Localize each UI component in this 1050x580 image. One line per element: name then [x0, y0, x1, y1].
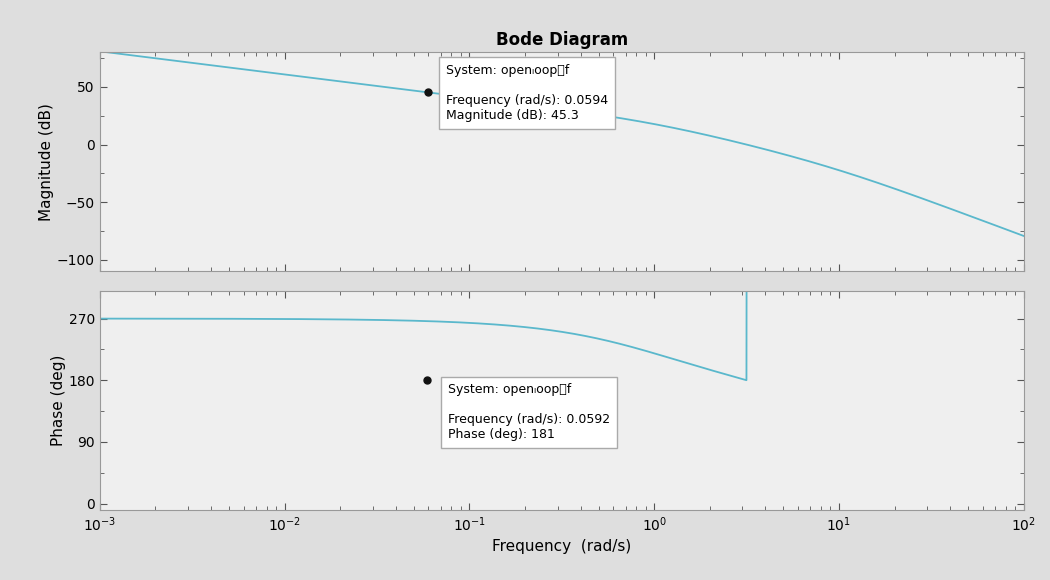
Text: System: openₗoop₟f

Frequency (rad/s): 0.0592
Phase (deg): 181: System: openₗoop₟f Frequency (rad/s): 0.… [448, 383, 610, 441]
Title: Bode Diagram: Bode Diagram [496, 31, 628, 49]
Y-axis label: Phase (deg): Phase (deg) [50, 355, 65, 447]
X-axis label: Frequency  (rad/s): Frequency (rad/s) [492, 539, 631, 554]
Y-axis label: Magnitude (dB): Magnitude (dB) [39, 103, 55, 221]
Text: System: openₗoop₟f

Frequency (rad/s): 0.0594
Magnitude (dB): 45.3: System: openₗoop₟f Frequency (rad/s): 0.… [446, 64, 608, 122]
